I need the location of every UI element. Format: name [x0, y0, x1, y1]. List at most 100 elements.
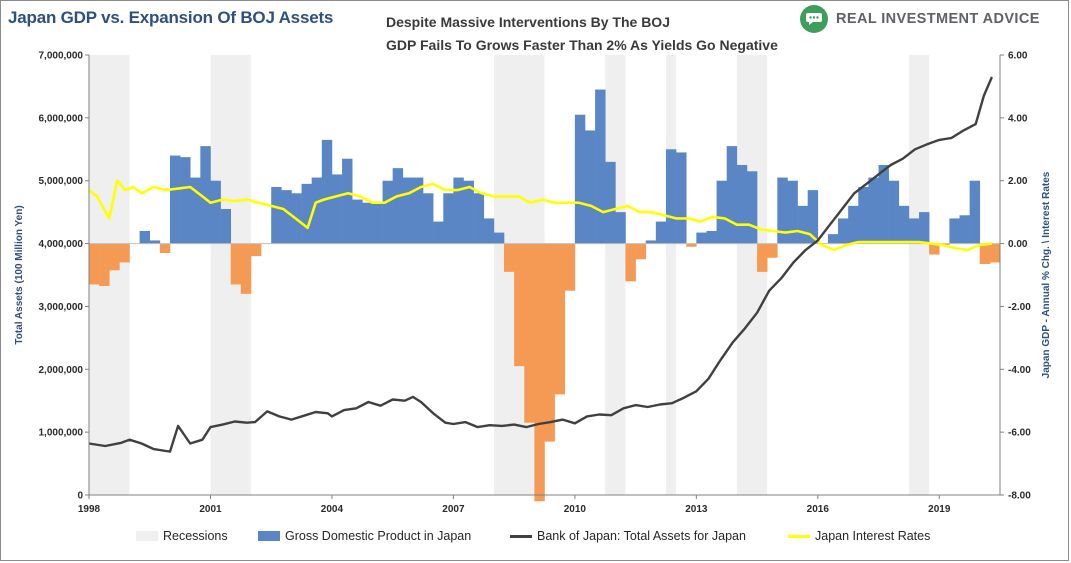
gdp-bar-15	[240, 243, 252, 294]
gdp-bar-49	[584, 130, 596, 244]
gdp-bar-61	[706, 231, 717, 244]
x-tick-label-6: 2016	[807, 504, 830, 515]
y-right-tick-label-2: -4.00	[1008, 365, 1031, 376]
x-tick-label-3: 2007	[442, 504, 465, 515]
gdp-bar-11	[200, 146, 211, 244]
y-left-tick-label-5: 5,000,000	[39, 176, 84, 187]
legend-item-gdp: Gross Domestic Product in Japan	[258, 526, 471, 546]
gdp-bar-32	[412, 177, 424, 244]
y-right-axis-label: Japan GDP - Annual % Chg. \ Interest Rat…	[1041, 171, 1052, 378]
y-right-tick-label-3: -2.00	[1008, 302, 1031, 313]
y-left-tick-label-6: 6,000,000	[39, 113, 84, 124]
gdp-bar-26	[352, 199, 363, 244]
gdp-bar-16	[250, 243, 262, 257]
gdp-bar-47	[564, 243, 576, 291]
gdp-bar-45	[544, 243, 555, 442]
gdp-bar-85	[949, 218, 960, 244]
gdp-bar-41	[504, 243, 515, 272]
x-ticks: 1998 2001 2004 2007 2010 2013 2016 2019	[78, 495, 951, 515]
gdp-bar-69	[787, 180, 798, 244]
gdp-bar-21	[301, 183, 312, 244]
legend-swatch-recessions	[136, 531, 158, 541]
gdp-bar-60	[696, 232, 707, 244]
recession-band-6	[908, 55, 930, 495]
gdp-bar-68	[777, 177, 788, 244]
gdp-bar-80	[898, 205, 910, 244]
chart-title: Japan GDP vs. Expansion Of BOJ Assets	[8, 8, 334, 27]
recession-band-5	[736, 55, 768, 495]
gdp-bar-18	[271, 187, 282, 244]
gdp-bar-52	[615, 212, 626, 244]
gdp-bar-28	[372, 202, 383, 244]
legend-item-recessions: Recessions	[136, 526, 228, 546]
gdp-bar-33	[423, 193, 434, 244]
gdp-bar-51	[605, 161, 616, 244]
gdp-bar-31	[402, 177, 414, 244]
gdp-bar-70	[797, 205, 808, 244]
gdp-bar-22	[311, 177, 323, 244]
gdp-bar-55	[645, 240, 657, 244]
gdp-bar-12	[210, 180, 221, 244]
gdp-bar-9	[180, 157, 191, 244]
gdp-bar-27	[362, 202, 373, 244]
gdp-bar-89	[989, 243, 1001, 263]
y-left-tick-label-3: 3,000,000	[39, 302, 84, 313]
plot-axes	[88, 55, 1001, 496]
y-left-tick-label-4: 4,000,000	[39, 239, 84, 250]
x-tick-label-0: 1998	[78, 504, 101, 515]
legend-label-boj: Bank of Japan: Total Assets for Japan	[537, 529, 746, 543]
gdp-bar-81	[908, 218, 920, 244]
gdp-bar-74	[838, 218, 849, 244]
gdp-bar-66	[757, 243, 768, 272]
gdp-bar-87	[969, 180, 981, 244]
gdp-bar-23	[321, 139, 333, 244]
gdp-bar-25	[342, 158, 353, 244]
legend-item-boj: Bank of Japan: Total Assets for Japan	[510, 526, 746, 546]
recession-band-4	[665, 55, 677, 495]
boj-assets-line	[88, 76, 994, 453]
gdp-bar-0	[89, 243, 100, 285]
gdp-bar-40	[493, 232, 505, 244]
gdp-bar-77	[868, 177, 879, 244]
gdp-bar-24	[331, 174, 343, 244]
y-right-tick-label-0: -8.00	[1008, 491, 1031, 502]
legend-swatch-gdp	[258, 531, 280, 541]
gdp-bar-78	[878, 165, 889, 244]
gdp-bar-6	[149, 240, 161, 244]
gdp-bar-56	[655, 221, 667, 244]
legend-item-rates: Japan Interest Rates	[788, 526, 930, 546]
gdp-bar-83	[929, 243, 940, 255]
gdp-bar-67	[767, 243, 778, 258]
gdp-bar-39	[483, 218, 495, 244]
gdp-bar-5	[139, 231, 151, 244]
y-right-tick-label-4: 0.00	[1008, 239, 1028, 250]
gdp-bar-71	[807, 190, 819, 244]
gdp-bar-82	[919, 212, 930, 244]
x-tick-label-4: 2010	[564, 504, 587, 515]
gdp-bar-62	[716, 180, 727, 244]
x-tick-label-2: 2004	[321, 504, 344, 515]
gdp-bar-14	[230, 243, 242, 285]
gdp-bar-58	[676, 152, 687, 244]
gdp-bar-73	[827, 234, 839, 244]
gdp-bar-35	[443, 193, 454, 244]
recession-band-3	[605, 55, 626, 495]
y-left-tick-label-2: 2,000,000	[39, 365, 84, 376]
gdp-bar-13	[220, 209, 232, 244]
gdp-bar-42	[514, 243, 525, 367]
gdp-bar-53	[625, 243, 636, 282]
y-right-tick-label-5: 2.00	[1008, 176, 1028, 187]
chart-subtitle-line1: Despite Massive Interventions By The BOJ	[386, 14, 670, 30]
recession-bands	[89, 55, 930, 495]
gdp-bar-54	[635, 243, 647, 260]
gdp-bar-43	[524, 243, 535, 423]
brand-name: REAL INVESTMENT ADVICE	[836, 11, 1040, 27]
y-left-axis-label: Total Assets (100 Million Yen)	[14, 205, 25, 344]
legend-swatch-rates	[788, 534, 810, 538]
x-tick-label-5: 2013	[685, 504, 708, 515]
gdp-bar-7	[159, 243, 171, 253]
gdp-bar-59	[686, 243, 697, 247]
gdp-bar-36	[453, 177, 464, 244]
brand-logo-group: REAL INVESTMENT ADVICE	[800, 4, 1040, 34]
